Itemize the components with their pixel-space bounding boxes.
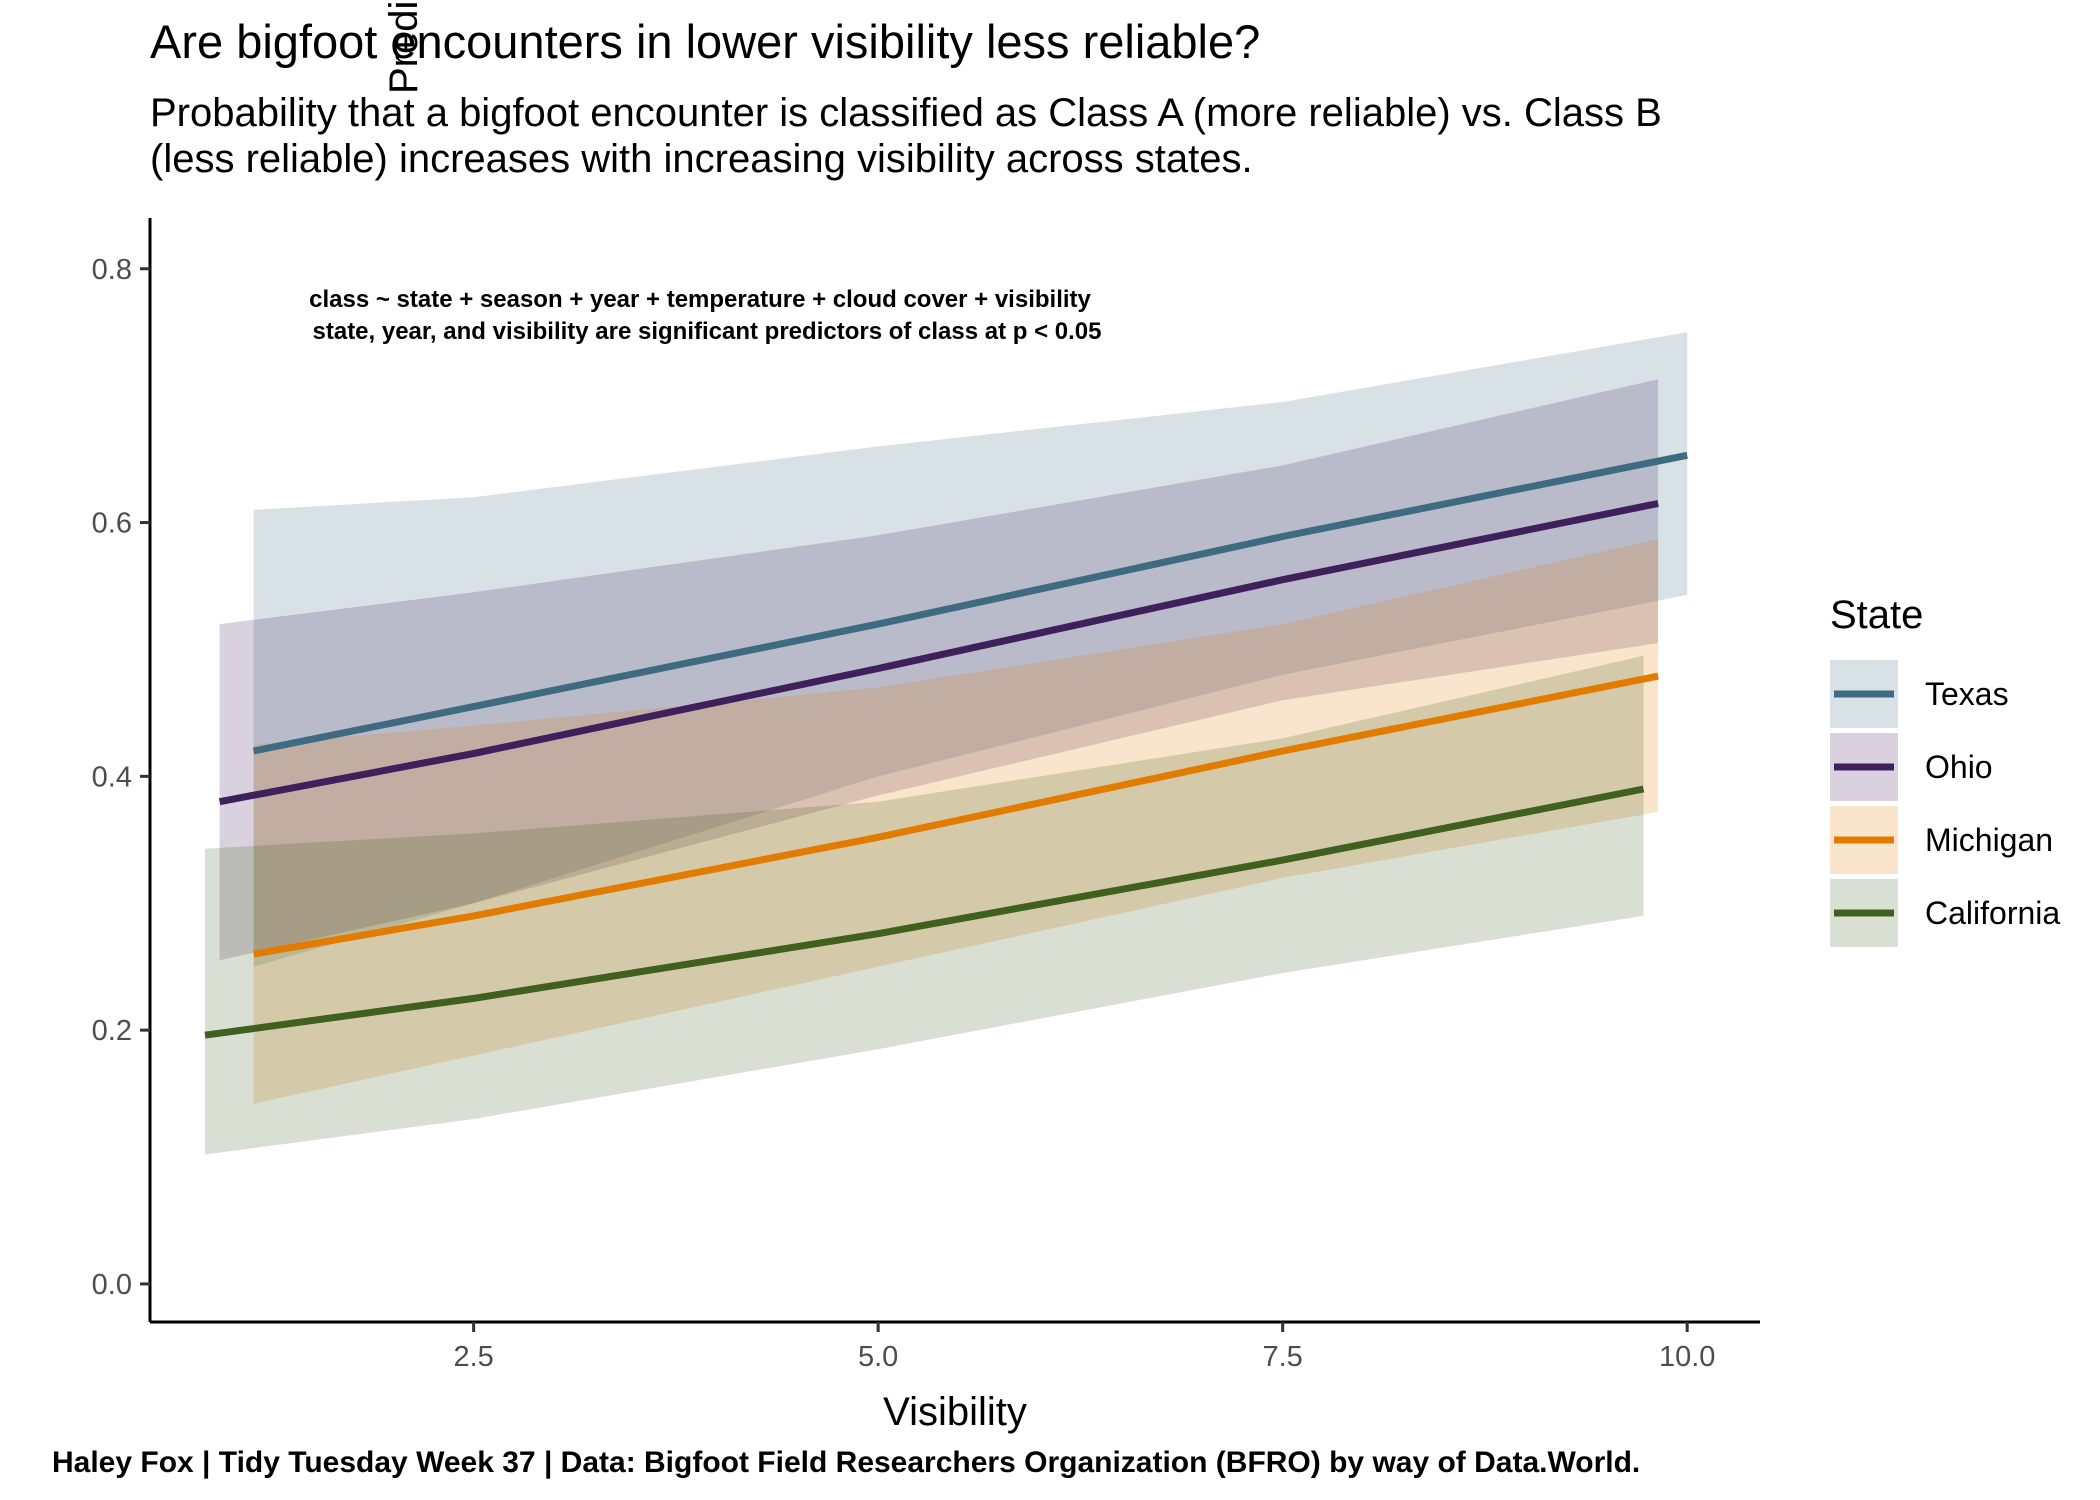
x-axis-title: Visibility — [883, 1390, 1027, 1434]
legend-item-ohio: Ohio — [1830, 733, 1993, 801]
chart-title: Are bigfoot encounters in lower visibili… — [150, 15, 1261, 68]
series-line-california — [204, 785, 1645, 1039]
series-lines — [204, 451, 1688, 1039]
y-tick-label-0-0: 0.0 — [92, 1269, 132, 1301]
confidence-band-ohio — [219, 379, 1659, 961]
axes — [148, 218, 1760, 1324]
subtitle-line-1: Probability that a bigfoot encounter is … — [150, 91, 1662, 135]
series-line-michigan — [253, 672, 1659, 958]
confidence-band-california — [205, 655, 1644, 1155]
chart-caption: Haley Fox | Tidy Tuesday Week 37 | Data:… — [52, 1446, 1641, 1479]
x-tick-label-5-0: 5.0 — [858, 1341, 898, 1373]
x-tick-label-2-5: 2.5 — [453, 1341, 493, 1373]
legend-label-ohio: Ohio — [1925, 749, 1993, 785]
legend-item-california: California — [1830, 879, 2060, 947]
legend-label-michigan: Michigan — [1925, 822, 2053, 858]
series-line-ohio — [218, 500, 1659, 806]
subtitle-line-2: (less reliable) increases with increasin… — [150, 137, 1253, 181]
y-tick-label-0-6: 0.6 — [92, 508, 132, 540]
x-ticks: 2.5 5.0 7.5 10.0 — [453, 1322, 1715, 1373]
x-tick-label-10-0: 10.0 — [1659, 1341, 1715, 1373]
legend-item-michigan: Michigan — [1830, 806, 2053, 874]
significance-annotation: state, year, and visibility are signific… — [313, 318, 1102, 345]
legend: State Texas Ohio Michigan California — [1830, 593, 2060, 947]
confidence-bands — [205, 332, 1688, 1155]
y-ticks: 0.0 0.2 0.4 0.6 0.8 — [92, 254, 150, 1301]
y-tick-label-0-8: 0.8 — [92, 254, 132, 286]
legend-title: State — [1830, 593, 1923, 637]
legend-label-california: California — [1925, 895, 2060, 931]
y-tick-label-0-4: 0.4 — [92, 761, 132, 793]
chart-subtitle: Probability that a bigfoot encounter is … — [150, 90, 1662, 182]
y-tick-label-0-2: 0.2 — [92, 1015, 132, 1047]
legend-label-texas: Texas — [1925, 676, 2009, 712]
series-line-texas — [252, 451, 1688, 755]
legend-item-texas: Texas — [1830, 660, 2009, 728]
y-axis-title: Predicted probability Class A — [382, 0, 426, 94]
x-tick-label-7-5: 7.5 — [1262, 1341, 1302, 1373]
model-formula-annotation: class ~ state + season + year + temperat… — [309, 286, 1091, 313]
